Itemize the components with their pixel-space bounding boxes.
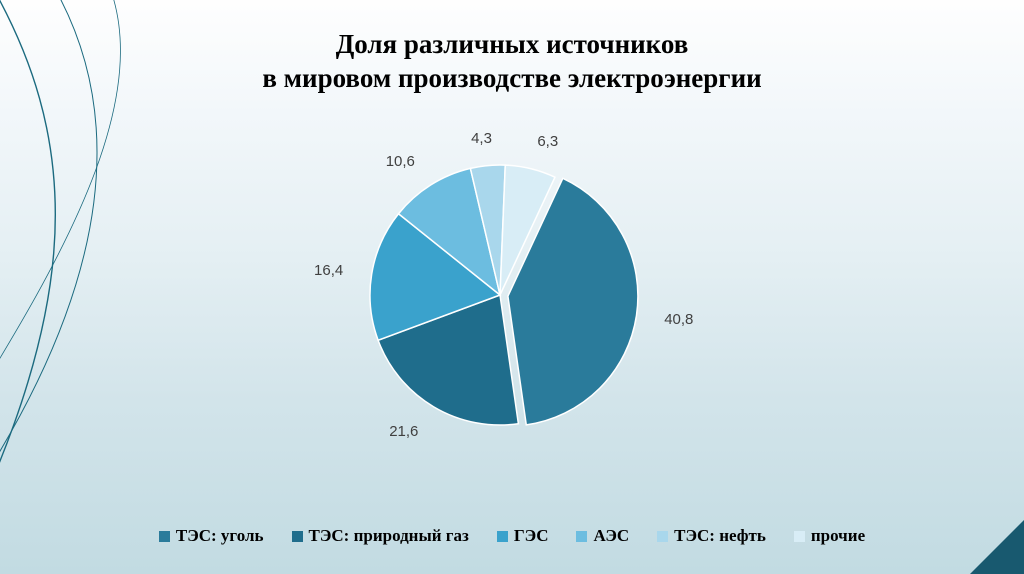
legend-label: ТЭС: природный газ	[309, 526, 469, 546]
legend-label: АЭС	[593, 526, 629, 546]
chart-title: Доля различных источников в мировом прои…	[0, 28, 1024, 96]
legend-label: прочие	[811, 526, 865, 546]
legend-label: ГЭС	[514, 526, 549, 546]
legend-swatch	[159, 531, 170, 542]
legend-item: прочие	[794, 526, 865, 546]
slice-value-label: 6,3	[537, 133, 558, 150]
slice-value-label: 21,6	[389, 423, 418, 440]
pie-chart: 40,821,616,410,64,36,3	[350, 145, 650, 445]
corner-accent	[970, 520, 1024, 574]
slice-value-label: 10,6	[386, 153, 415, 170]
slice-value-label: 16,4	[314, 262, 343, 279]
legend-item: АЭС	[576, 526, 629, 546]
slice-value-label: 40,8	[664, 311, 693, 328]
legend-label: ТЭС: нефть	[674, 526, 766, 546]
legend-swatch	[497, 531, 508, 542]
legend-label: ТЭС: уголь	[176, 526, 264, 546]
title-line-2: в мировом производстве электроэнергии	[262, 63, 761, 93]
legend-item: ТЭС: уголь	[159, 526, 264, 546]
legend-swatch	[292, 531, 303, 542]
legend-item: ГЭС	[497, 526, 549, 546]
slice-value-label: 4,3	[471, 130, 492, 147]
legend-swatch	[576, 531, 587, 542]
legend-item: ТЭС: природный газ	[292, 526, 469, 546]
title-line-1: Доля различных источников	[336, 29, 689, 59]
legend: ТЭС: уголь ТЭС: природный газ ГЭС АЭС ТЭС: н…	[0, 526, 1024, 546]
legend-swatch	[794, 531, 805, 542]
legend-item: ТЭС: нефть	[657, 526, 766, 546]
legend-swatch	[657, 531, 668, 542]
slide: Доля различных источников в мировом прои…	[0, 0, 1024, 574]
